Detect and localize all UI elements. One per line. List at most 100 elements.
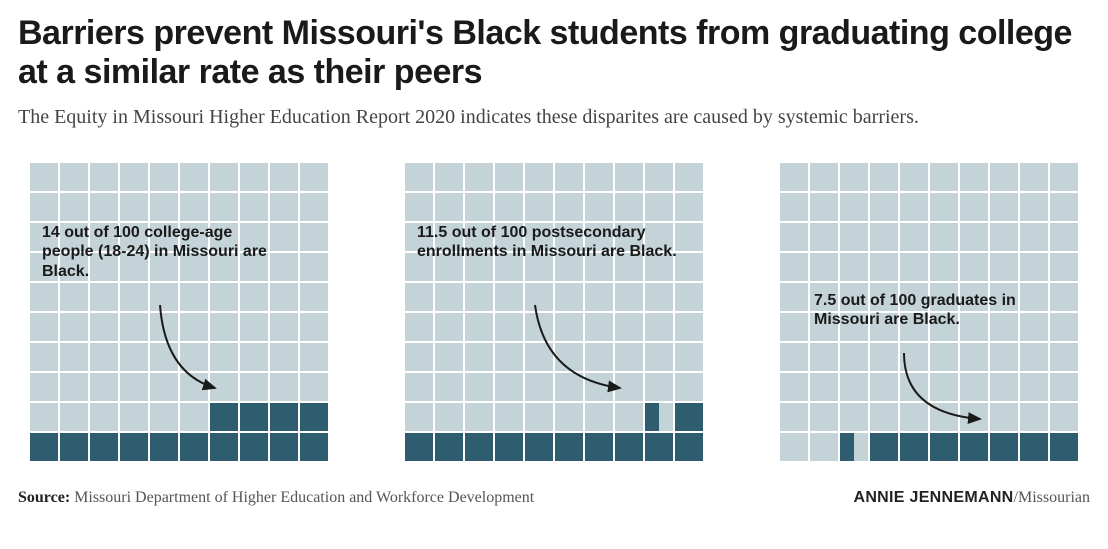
waffle-cell: [870, 403, 898, 431]
waffle-cell: [900, 193, 928, 221]
waffle-cell: [240, 373, 268, 401]
waffle-cell: [585, 313, 613, 341]
waffle-cell: [930, 193, 958, 221]
waffle-cell: [585, 343, 613, 371]
waffle-cell: [60, 433, 88, 461]
waffle-cell: [30, 403, 58, 431]
waffle-cell: [240, 313, 268, 341]
waffle-cell: [780, 373, 808, 401]
waffle-cell: [840, 253, 868, 281]
waffle-cell: [180, 343, 208, 371]
waffle-cell: [1020, 193, 1048, 221]
waffle-cell: [150, 403, 178, 431]
waffle-cell: [870, 193, 898, 221]
waffle-cell: [90, 283, 118, 311]
waffle-cell: [675, 403, 703, 431]
waffle-cell: [870, 223, 898, 251]
waffle-cell: [1050, 193, 1078, 221]
waffle-cell: [210, 313, 238, 341]
waffle-cell: [615, 313, 643, 341]
waffle-cell: [90, 193, 118, 221]
waffle-cell: [615, 193, 643, 221]
waffle-cell: [270, 403, 298, 431]
waffle-cell: [1050, 253, 1078, 281]
waffle-cell: [90, 343, 118, 371]
waffle-cell: [270, 193, 298, 221]
charts-row: 14 out of 100 college-age people (18-24)…: [18, 163, 1090, 461]
waffle-cell: [615, 433, 643, 461]
byline-name: ANNIE JENNEMANN: [853, 489, 1013, 506]
waffle-cell: [180, 373, 208, 401]
waffle-cell: [675, 433, 703, 461]
waffle-cell: [90, 433, 118, 461]
waffle-cell: [30, 283, 58, 311]
waffle-cell: [555, 373, 583, 401]
waffle-cell: [960, 193, 988, 221]
waffle-cell: [90, 163, 118, 191]
waffle-cell: [555, 283, 583, 311]
waffle-cell: [1050, 403, 1078, 431]
waffle-cell: [525, 403, 553, 431]
waffle-cell: [435, 343, 463, 371]
waffle-cell: [585, 433, 613, 461]
waffle-cell: [210, 433, 238, 461]
waffle-cell: [585, 283, 613, 311]
waffle-cell: [900, 253, 928, 281]
waffle-cell: [150, 313, 178, 341]
waffle-cell: [270, 373, 298, 401]
waffle-cell: [210, 193, 238, 221]
waffle-cell: [465, 373, 493, 401]
waffle-cell: [405, 403, 433, 431]
waffle-cell: [435, 283, 463, 311]
waffle-cell: [810, 223, 838, 251]
waffle-cell: [120, 403, 148, 431]
waffle-cell: [780, 193, 808, 221]
waffle-cell: [555, 343, 583, 371]
waffle-cell: [585, 163, 613, 191]
waffle-cell: [120, 163, 148, 191]
waffle-cell: [1050, 313, 1078, 341]
waffle-cell: [495, 433, 523, 461]
waffle-cell: [465, 283, 493, 311]
waffle-cell: [585, 403, 613, 431]
waffle-cell: [870, 373, 898, 401]
waffle-cell: [675, 163, 703, 191]
waffle-cell: [465, 163, 493, 191]
waffle-cell: [60, 403, 88, 431]
waffle-cell: [960, 163, 988, 191]
waffle-cell: [870, 343, 898, 371]
waffle-cell: [840, 163, 868, 191]
waffle-cell: [615, 403, 643, 431]
waffle-cell: [780, 283, 808, 311]
waffle-cell: [435, 373, 463, 401]
waffle-cell: [405, 343, 433, 371]
waffle-cell: [525, 313, 553, 341]
waffle-cell: [615, 283, 643, 311]
waffle-0: [30, 163, 328, 461]
waffle-cell: [210, 373, 238, 401]
waffle-cell: [270, 433, 298, 461]
waffle-cell: [525, 373, 553, 401]
waffle-cell: [495, 373, 523, 401]
waffle-cell: [300, 313, 328, 341]
annotation-0: 14 out of 100 college-age people (18-24)…: [42, 223, 282, 281]
waffle-cell: [960, 433, 988, 461]
waffle-cell: [465, 313, 493, 341]
waffle-cell: [525, 283, 553, 311]
byline-org: /Missourian: [1014, 489, 1090, 506]
waffle-cell: [30, 343, 58, 371]
waffle-cell: [405, 373, 433, 401]
waffle-cell: [645, 373, 673, 401]
waffle-cell: [270, 343, 298, 371]
waffle-cell: [870, 433, 898, 461]
waffle-cell: [405, 433, 433, 461]
waffle-cell: [990, 163, 1018, 191]
waffle-cell: [495, 403, 523, 431]
waffle-cell: [870, 163, 898, 191]
panel-1: 11.5 out of 100 postsecondary enrollment…: [405, 163, 703, 461]
waffle-cell: [300, 403, 328, 431]
waffle-cell: [300, 433, 328, 461]
waffle-cell: [840, 373, 868, 401]
waffle-cell: [1020, 433, 1048, 461]
waffle-cell: [90, 373, 118, 401]
